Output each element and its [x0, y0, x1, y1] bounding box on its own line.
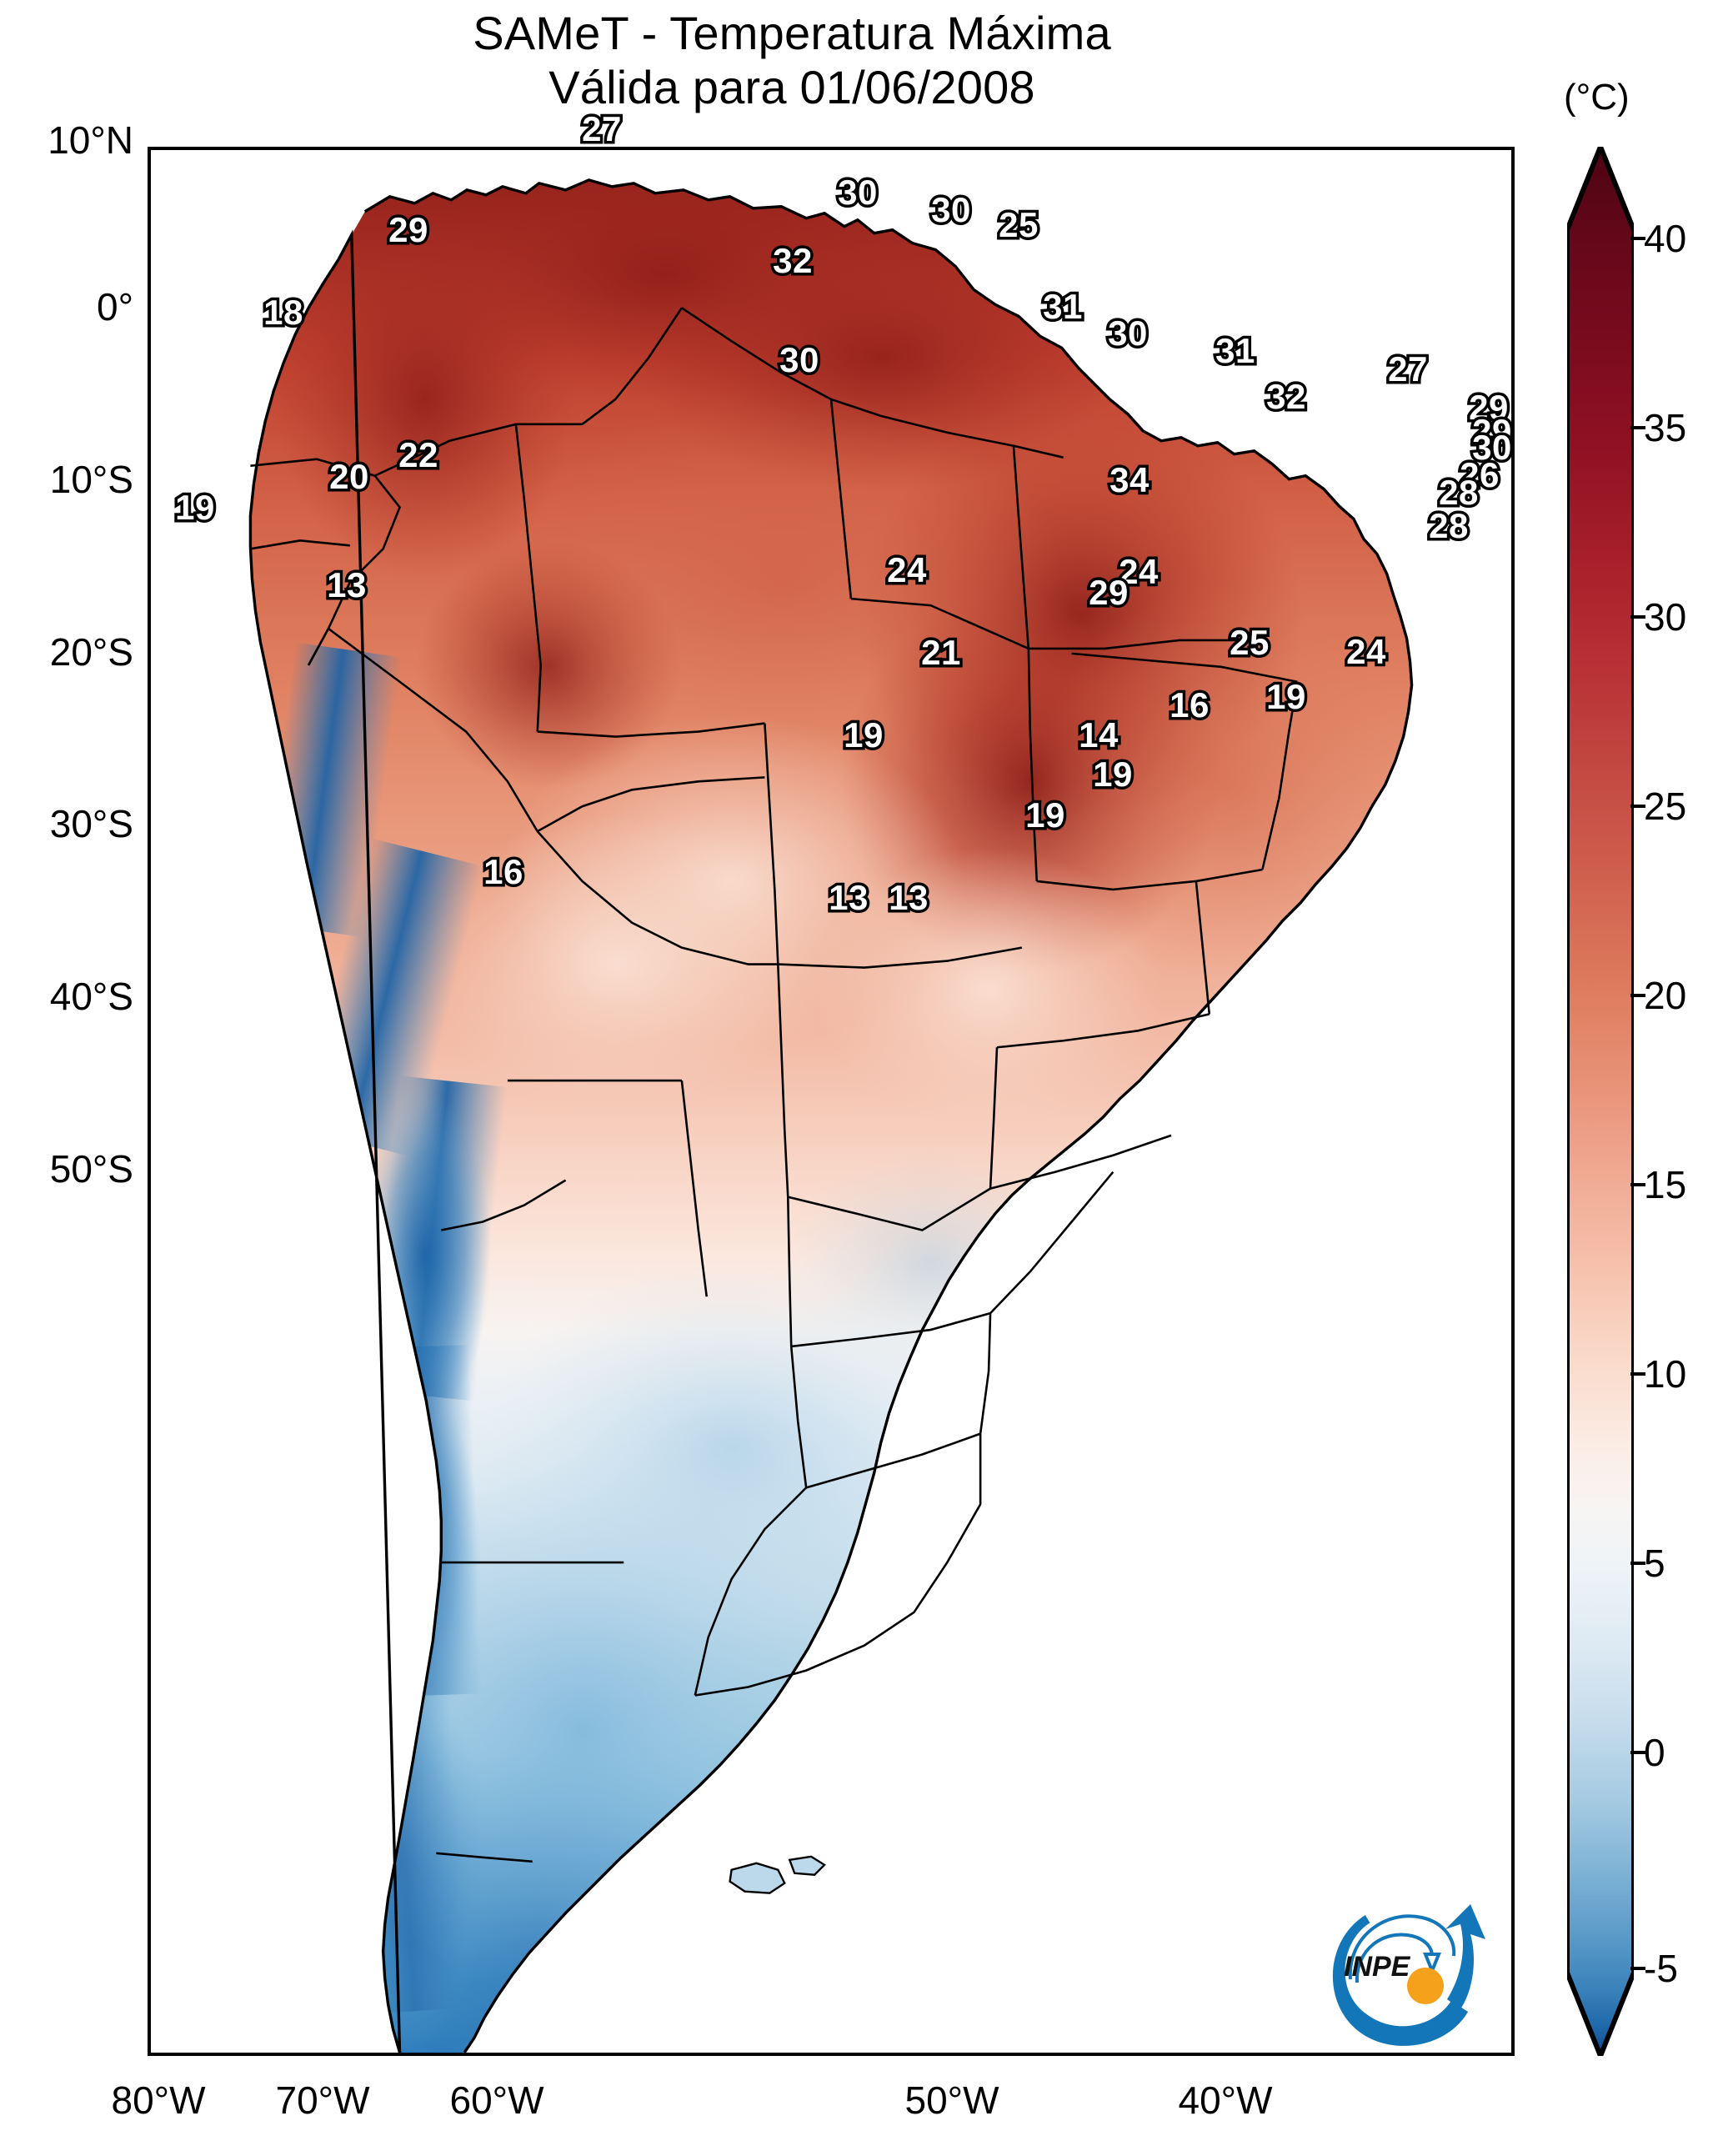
map-axes[interactable] — [148, 147, 1515, 2056]
colorbar-tickmark — [1630, 426, 1645, 429]
station-label: 14 — [1076, 713, 1121, 758]
colorbar-unit-label: (°C) — [1564, 77, 1630, 118]
station-label: 24 — [1116, 549, 1161, 594]
colorbar-tickmark — [1630, 1751, 1645, 1754]
station-label: 30 — [929, 188, 974, 233]
colorbar-tickmark — [1630, 615, 1645, 619]
station-label: 25 — [996, 203, 1041, 248]
coastline — [248, 178, 1414, 2053]
colorbar-tickmark — [1630, 994, 1645, 997]
y-tick-50S: 50°S — [49, 1147, 133, 1191]
station-label: 21 — [919, 630, 964, 675]
station-label: 30 — [835, 170, 880, 215]
station-label: 32 — [770, 238, 815, 283]
inpe-logo-icon: INPE — [1332, 1904, 1485, 2046]
inpe-logo-text: INPE — [1344, 1951, 1411, 1983]
station-label: 30 — [1470, 425, 1515, 470]
station-label: 29 — [1470, 409, 1515, 454]
station-label: 19 — [1264, 674, 1309, 720]
colorbar-tick-minus5: -5 — [1644, 1947, 1678, 1990]
colorbar-tick-30: 30 — [1644, 595, 1687, 639]
colorbar-tickmark — [1630, 1562, 1645, 1565]
station-label: 30 — [1105, 311, 1150, 356]
station-label: 28 — [1426, 504, 1471, 549]
colorbar-tickmark — [1630, 1372, 1645, 1376]
colorbar-tickmark — [1630, 237, 1645, 240]
station-label: 16 — [1167, 683, 1212, 728]
x-tick-40W: 40°W — [1178, 2078, 1273, 2122]
station-label: 18 — [261, 290, 306, 335]
station-label: 29 — [1466, 385, 1511, 430]
station-label: 13 — [886, 875, 931, 920]
figure-title: SAMeT - Temperatura Máxima Válida para 0… — [0, 7, 1584, 115]
colorbar-tick-20: 20 — [1644, 974, 1687, 1017]
station-label: 28 — [1436, 470, 1481, 515]
y-tick-20S: 20°S — [49, 630, 133, 674]
temperature-field — [248, 178, 1414, 2053]
station-label: 20 — [327, 454, 372, 499]
title-line-2: Válida para 01/06/2008 — [548, 60, 1035, 113]
station-label: 34 — [1107, 458, 1152, 503]
station-label: 29 — [1086, 570, 1131, 615]
station-label: 19 — [173, 485, 218, 530]
station-label: 27 — [1385, 347, 1430, 392]
colorbar-tick-40: 40 — [1644, 217, 1687, 260]
station-label: 24 — [884, 548, 929, 593]
station-label: 25 — [1227, 620, 1272, 665]
colorbar-tick-5: 5 — [1644, 1542, 1665, 1585]
x-tick-80W: 80°W — [111, 2078, 206, 2122]
y-tick-40S: 40°S — [49, 975, 133, 1018]
colorbar-tick-35: 35 — [1644, 406, 1687, 449]
y-tick-30S: 30°S — [49, 802, 133, 845]
station-label: 27 — [579, 107, 624, 152]
y-tick-10N: 10°N — [48, 118, 133, 162]
station-label: 24 — [1344, 629, 1389, 674]
station-label: 13 — [324, 563, 369, 608]
station-label: 29 — [386, 208, 431, 253]
x-tick-50W: 50°W — [904, 2078, 999, 2122]
colorbar-tick-25: 25 — [1644, 785, 1687, 828]
colorbar-tick-15: 15 — [1644, 1163, 1687, 1206]
colorbar-tickmark — [1630, 1967, 1645, 1970]
station-label: 19 — [1023, 793, 1068, 838]
country-borders — [250, 307, 1299, 1863]
title-line-1: SAMeT - Temperatura Máxima — [473, 7, 1111, 59]
inpe-logo: INPE — [1322, 1903, 1489, 2061]
station-label: 19 — [1090, 752, 1135, 797]
colorbar-tickmark — [1630, 1183, 1645, 1186]
colorbar-tickmark — [1630, 805, 1645, 808]
station-label: 19 — [841, 713, 886, 758]
x-tick-60W: 60°W — [449, 2078, 544, 2122]
temperature-raster — [250, 179, 1412, 2053]
station-label: 22 — [396, 433, 441, 478]
y-tick-10S: 10°S — [49, 458, 133, 501]
islands — [729, 1855, 826, 1894]
station-label: 13 — [826, 875, 871, 920]
station-label: 16 — [481, 850, 526, 895]
x-tick-70W: 70°W — [275, 2078, 370, 2122]
colorbar[interactable]: 40 35 30 25 20 15 10 5 0 -5 — [1567, 147, 1686, 2056]
station-label: 32 — [1264, 374, 1309, 419]
station-label: 31 — [1040, 284, 1085, 329]
station-label: 26 — [1457, 453, 1502, 498]
station-label: 30 — [777, 338, 822, 383]
station-label: 31 — [1213, 328, 1258, 374]
colorbar-tick-10: 10 — [1644, 1352, 1687, 1396]
y-tick-0: 0° — [97, 285, 133, 328]
colorbar-gradient — [1567, 147, 1634, 2056]
colorbar-tick-0: 0 — [1644, 1731, 1665, 1774]
